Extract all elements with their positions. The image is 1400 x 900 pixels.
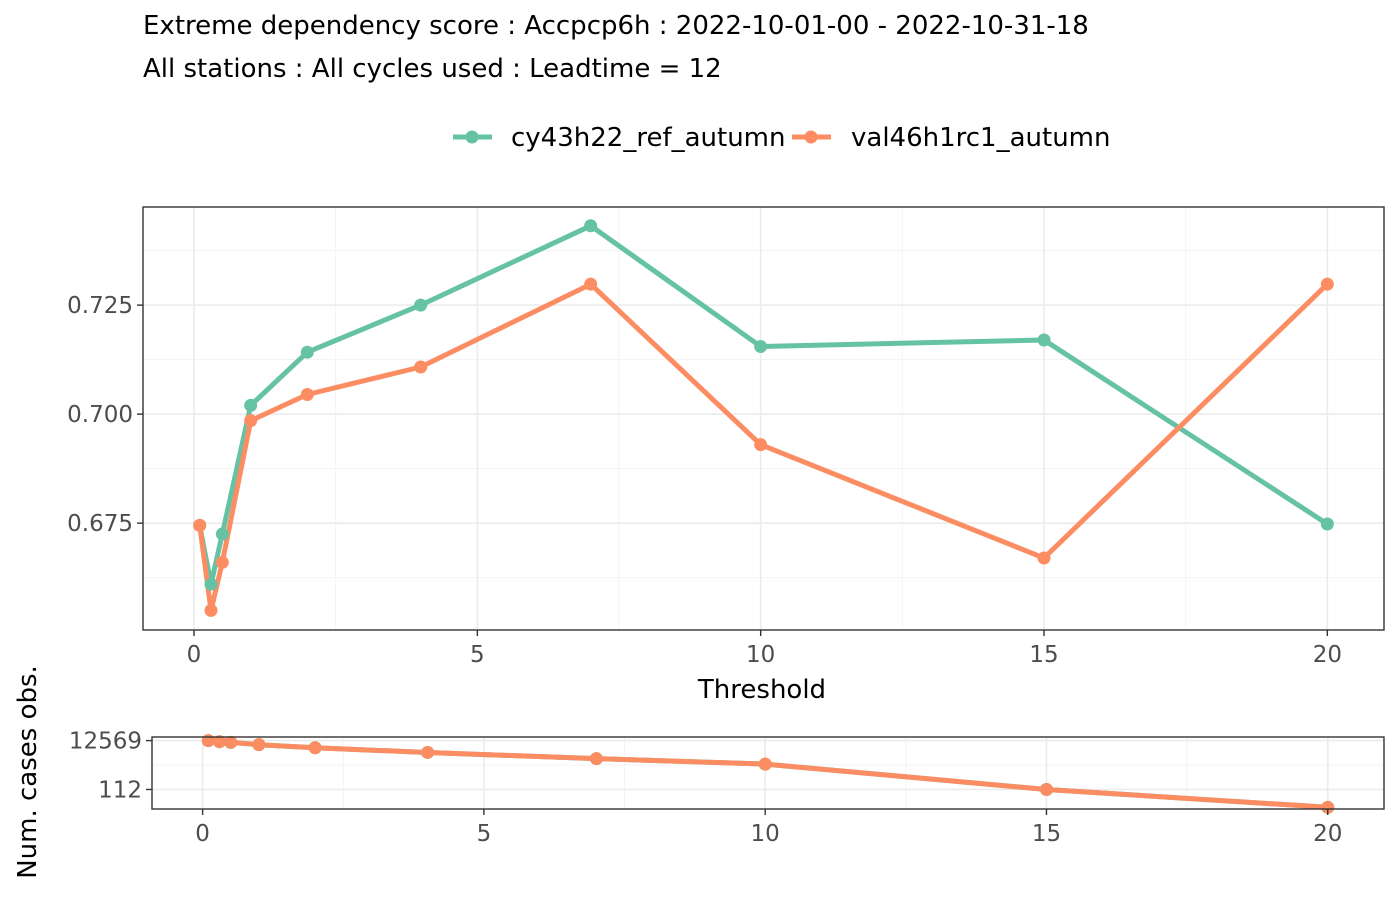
data-point-series2 — [224, 735, 238, 749]
y-tick-label: 112 — [98, 777, 142, 803]
legend-marker-series1 — [465, 130, 479, 144]
legend-marker-series2 — [804, 130, 818, 144]
x-tick-label: 0 — [187, 642, 202, 668]
y-tick-label: 12569 — [69, 729, 142, 755]
x-tick-label: 0 — [195, 821, 210, 847]
data-point-series2 — [584, 277, 598, 291]
main-plot-panel: 0 5 10 15 20 0.675 0.700 0.725 — [67, 206, 1385, 668]
data-point-series2 — [414, 360, 428, 374]
panel-border — [142, 206, 1385, 631]
x-tick-label: 15 — [1029, 642, 1058, 668]
data-point-series2 — [1037, 551, 1051, 565]
data-point-series2 — [213, 735, 227, 749]
y-tick-label: 0.675 — [67, 511, 133, 537]
data-point-series2 — [215, 555, 229, 569]
y-tick-label: 0.700 — [67, 402, 133, 428]
series-line-1 — [197, 223, 1330, 587]
data-point-series2 — [308, 741, 322, 755]
data-point-series1 — [1037, 333, 1051, 347]
x-tick-label: 5 — [470, 642, 485, 668]
data-point-series1 — [244, 398, 258, 412]
data-point-series2 — [300, 388, 314, 402]
legend: cy43h22_ref_autumn val46h1rc1_autumn — [453, 123, 1111, 153]
data-point-series2 — [193, 518, 207, 532]
cases-plot-panel: 0 5 10 15 20 112 12569 — [69, 729, 1385, 847]
data-point-series2 — [421, 745, 435, 759]
data-point-series1 — [215, 527, 229, 541]
data-point-series1 — [584, 219, 598, 233]
data-point-series2 — [1039, 782, 1053, 796]
data-point-series1 — [1320, 517, 1334, 531]
series-line-2 — [205, 738, 1331, 810]
data-point-series1 — [414, 298, 428, 312]
data-point-series1 — [204, 577, 218, 591]
data-point-series2 — [1320, 277, 1334, 291]
legend-label-series2: val46h1rc1_autumn — [851, 123, 1111, 153]
x-axis-title: Threshold — [697, 675, 826, 705]
y-axis-title-cases: Num. cases obs. — [13, 665, 43, 879]
y-tick-label: 0.725 — [67, 293, 133, 319]
data-point-series2 — [204, 603, 218, 617]
data-point-series2 — [754, 438, 768, 452]
data-point-series2 — [201, 734, 215, 748]
chart-subtitle: All stations : All cycles used : Leadtim… — [143, 54, 722, 84]
x-tick-label: 20 — [1313, 821, 1342, 847]
data-point-series2 — [1321, 800, 1335, 814]
x-tick-label: 15 — [1032, 821, 1061, 847]
x-tick-label: 10 — [751, 821, 780, 847]
data-point-series2 — [244, 414, 258, 428]
data-point-series2 — [252, 738, 266, 752]
data-point-series1 — [300, 345, 314, 359]
data-point-series2 — [589, 752, 603, 766]
x-tick-label: 10 — [746, 642, 775, 668]
legend-label-series1: cy43h22_ref_autumn — [511, 123, 786, 153]
panel-border — [151, 736, 1385, 810]
x-tick-label: 5 — [477, 821, 492, 847]
data-point-series2 — [758, 757, 772, 771]
chart-title: Extreme dependency score : Accpcp6h : 20… — [143, 11, 1089, 41]
x-tick-label: 20 — [1313, 642, 1342, 668]
data-point-series1 — [754, 340, 768, 354]
